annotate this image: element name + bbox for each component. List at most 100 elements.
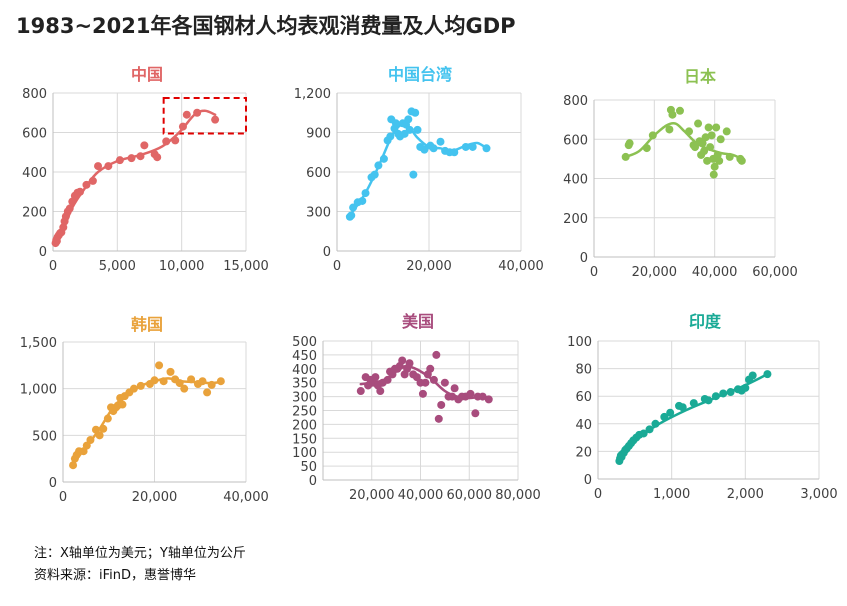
y-tick-label: 100 <box>292 446 317 461</box>
data-point <box>668 110 677 119</box>
y-tick-label: 200 <box>563 212 588 227</box>
data-point <box>722 127 731 136</box>
data-point <box>379 154 388 163</box>
data-point <box>86 436 95 444</box>
data-point <box>349 203 358 212</box>
y-tick-label: 100 <box>567 335 592 350</box>
trend-line <box>71 377 223 465</box>
data-point <box>440 378 449 387</box>
data-point <box>203 388 212 397</box>
y-tick-label: 40 <box>575 418 592 433</box>
data-point <box>386 132 395 141</box>
y-tick-label: 300 <box>306 206 331 221</box>
data-point <box>127 154 136 163</box>
y-tick-label: 450 <box>292 349 317 364</box>
page-title: 1983~2021年各国钢材人均表观消费量及人均GDP <box>16 14 516 38</box>
data-point <box>704 123 713 132</box>
data-point <box>65 204 74 213</box>
y-tick-label: 0 <box>584 473 592 488</box>
highlight-box <box>162 96 247 135</box>
data-point <box>719 389 728 398</box>
trend-line <box>54 109 217 245</box>
data-point <box>726 388 735 397</box>
y-tick-label: 200 <box>292 418 317 433</box>
data-point <box>437 400 446 409</box>
data-point <box>429 375 438 384</box>
data-point <box>136 381 145 390</box>
data-point <box>404 115 413 124</box>
data-point <box>129 384 138 393</box>
data-point <box>94 162 103 171</box>
data-point <box>710 162 719 171</box>
trend-line <box>348 122 488 217</box>
x-tick-label: 3,000 <box>800 487 837 502</box>
data-point <box>432 350 441 359</box>
x-tick-label: 20,000 <box>349 488 395 503</box>
data-point <box>347 211 356 220</box>
y-tick-label: 0 <box>580 251 588 266</box>
data-point <box>376 387 385 396</box>
data-point <box>95 431 104 440</box>
data-point <box>159 377 168 386</box>
data-point <box>645 425 654 434</box>
y-tick-label: 200 <box>22 206 47 221</box>
data-point <box>706 143 715 152</box>
data-point <box>461 142 470 151</box>
data-point <box>665 125 674 134</box>
data-point <box>704 396 713 405</box>
data-point <box>715 156 724 165</box>
y-tick-label: 600 <box>22 127 47 142</box>
data-point <box>171 136 180 145</box>
data-point <box>689 399 698 408</box>
data-point <box>642 144 651 153</box>
data-point <box>383 375 392 384</box>
data-point <box>155 361 164 370</box>
x-tick-label: 5,000 <box>99 259 136 274</box>
x-tick-label: 20,000 <box>406 259 452 274</box>
y-tick-label: 0 <box>39 245 47 260</box>
data-point <box>737 156 746 165</box>
data-point <box>648 131 657 140</box>
data-point <box>701 133 710 142</box>
data-point <box>725 152 734 161</box>
data-point <box>484 395 493 404</box>
chart-title: 美国 <box>402 312 434 331</box>
data-point <box>361 189 370 198</box>
data-point <box>411 108 420 117</box>
data-point <box>700 147 709 156</box>
y-tick-label: 900 <box>306 127 331 142</box>
data-point <box>178 122 187 131</box>
data-point <box>709 170 718 179</box>
x-tick-label: 0 <box>49 259 57 274</box>
x-tick-label: 60,000 <box>447 488 493 503</box>
y-tick-label: 400 <box>22 166 47 181</box>
data-point <box>358 196 367 205</box>
x-tick-label: 10,000 <box>159 259 205 274</box>
x-tick-label: 40,000 <box>223 490 269 505</box>
data-point <box>391 119 400 128</box>
y-tick-label: 0 <box>49 476 57 491</box>
data-point <box>466 389 475 398</box>
data-point <box>182 110 191 119</box>
data-point <box>429 144 438 153</box>
y-tick-label: 60 <box>575 390 592 405</box>
y-tick-label: 400 <box>563 173 588 188</box>
data-point <box>763 370 772 379</box>
data-point <box>478 392 487 401</box>
data-point <box>694 119 703 128</box>
data-point <box>136 152 145 161</box>
data-point <box>707 131 716 140</box>
y-tick-label: 1,200 <box>294 87 331 102</box>
data-point <box>434 414 443 423</box>
y-tick-label: 20 <box>575 445 592 460</box>
data-point <box>99 424 108 433</box>
x-tick-label: 40,000 <box>498 259 544 274</box>
chart-title: 中国台湾 <box>388 65 452 84</box>
data-point <box>193 108 202 117</box>
y-tick-label: 600 <box>563 133 588 148</box>
data-point <box>448 392 457 401</box>
data-point <box>660 412 669 421</box>
y-tick-label: 250 <box>292 405 317 420</box>
data-point <box>69 461 78 470</box>
data-source-note: 资料来源：iFinD，惠誉博华 <box>34 568 197 583</box>
